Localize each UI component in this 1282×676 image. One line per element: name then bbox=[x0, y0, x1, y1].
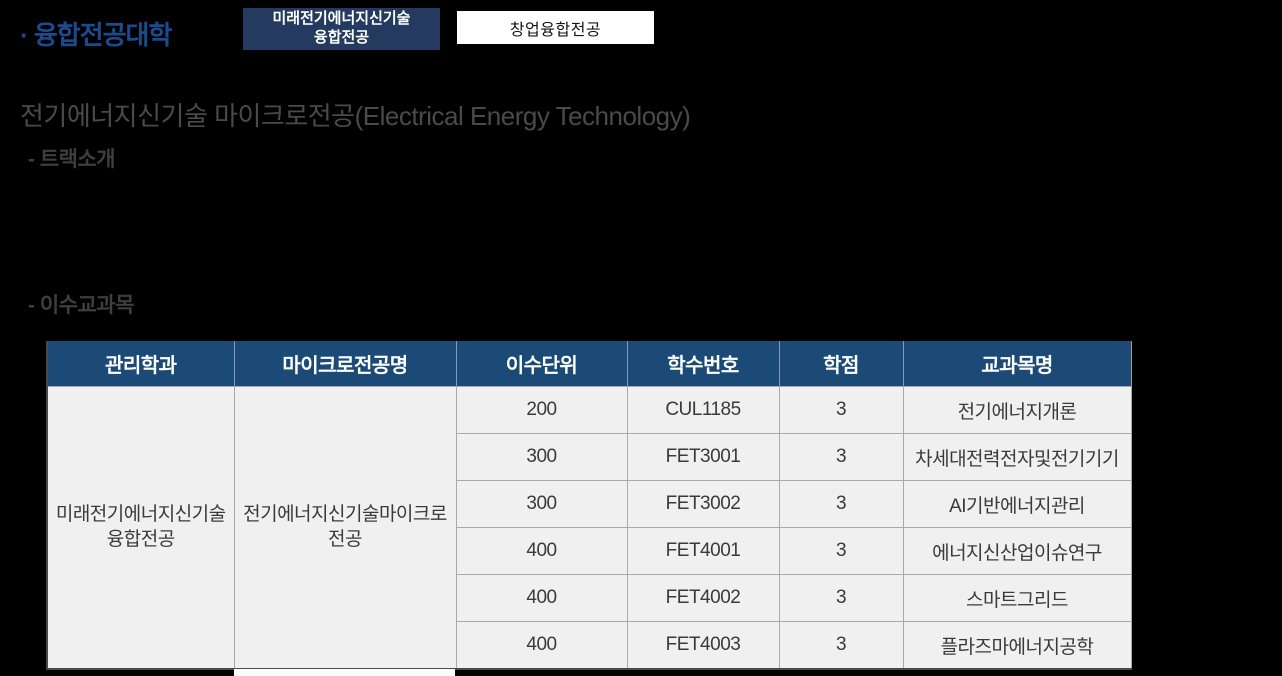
credits-cell: 3 bbox=[778, 386, 904, 434]
code-cell: FET4003 bbox=[626, 621, 780, 670]
col-header-managing-dept: 관리학과 bbox=[47, 341, 235, 387]
course-name-cell: 전기에너지개론 bbox=[902, 386, 1132, 434]
course-name-cell: 스마트그리드 bbox=[902, 574, 1132, 622]
course-name-cell: 에너지신산업이슈연구 bbox=[902, 527, 1132, 575]
course-name-cell: 차세대전력전자및전기기기 bbox=[902, 433, 1132, 481]
credits-cell: 3 bbox=[778, 621, 904, 670]
tab-label: 창업융합전공 bbox=[509, 21, 602, 39]
section-course-list: - 이수교과목 bbox=[28, 294, 134, 317]
managing-dept-cell: 미래전기에너지신기술융합전공 bbox=[46, 386, 235, 670]
credits-cell: 3 bbox=[778, 480, 904, 528]
credits-cell: 3 bbox=[778, 433, 904, 481]
college-title: · 융합전공대학 bbox=[20, 20, 172, 50]
table-row: 300 FET3001 3 차세대전력전자및전기기기 bbox=[47, 433, 1132, 481]
course-name-cell: 플라즈마에너지공학 bbox=[902, 621, 1132, 670]
tab-label-line1: 미래전기에너지신기술 bbox=[272, 10, 411, 28]
col-header-micro-major: 마이크로전공명 bbox=[234, 341, 457, 387]
page-title: 전기에너지신기술 마이크로전공(Electrical Energy Techno… bbox=[20, 101, 691, 131]
level-cell: 300 bbox=[455, 480, 628, 528]
tab-future-electric-energy[interactable]: 미래전기에너지신기술 융합전공 bbox=[243, 8, 440, 50]
course-name-cell: AI기반에너지관리 bbox=[902, 480, 1132, 528]
tab-startup-convergence[interactable]: 창업융합전공 bbox=[455, 9, 656, 46]
col-header-course-code: 학수번호 bbox=[627, 341, 780, 387]
course-table: 관리학과 마이크로전공명 이수단위 학수번호 학점 교과목명 미래전기에너지신기… bbox=[46, 341, 1132, 670]
truncated-next-row-cell bbox=[234, 669, 455, 676]
credits-cell: 3 bbox=[778, 527, 904, 575]
code-cell: FET3002 bbox=[626, 480, 780, 528]
section-track-intro: - 트랙소개 bbox=[28, 148, 116, 171]
code-cell: FET4002 bbox=[626, 574, 780, 622]
col-header-level: 이수단위 bbox=[456, 341, 628, 387]
table-row: 미래전기에너지신기술융합전공 전기에너지신기술마이크로전공 200 CUL118… bbox=[46, 386, 1132, 670]
level-cell: 300 bbox=[455, 433, 628, 481]
code-cell: FET3001 bbox=[626, 433, 780, 481]
table-row: 400 FET4003 3 플라즈마에너지공학 bbox=[47, 621, 1132, 670]
tab-label-line2: 융합전공 bbox=[313, 29, 370, 46]
level-cell: 400 bbox=[455, 621, 628, 670]
table-header-row: 관리학과 마이크로전공명 이수단위 학수번호 학점 교과목명 bbox=[47, 341, 1131, 387]
credits-cell: 3 bbox=[778, 574, 904, 622]
level-cell: 400 bbox=[455, 574, 628, 622]
col-header-credits: 학점 bbox=[779, 341, 904, 387]
table-row: 300 FET3002 3 AI기반에너지관리 bbox=[47, 480, 1132, 528]
level-cell: 200 bbox=[455, 386, 628, 434]
code-cell: FET4001 bbox=[626, 527, 780, 575]
table-row: 400 FET4001 3 에너지신산업이슈연구 bbox=[47, 527, 1132, 575]
col-header-course-name: 교과목명 bbox=[903, 341, 1131, 387]
table-row: 400 FET4002 3 스마트그리드 bbox=[47, 574, 1132, 622]
level-cell: 400 bbox=[455, 527, 628, 575]
code-cell: CUL1185 bbox=[626, 386, 780, 434]
micro-major-cell: 전기에너지신기술마이크로전공 bbox=[233, 386, 457, 670]
